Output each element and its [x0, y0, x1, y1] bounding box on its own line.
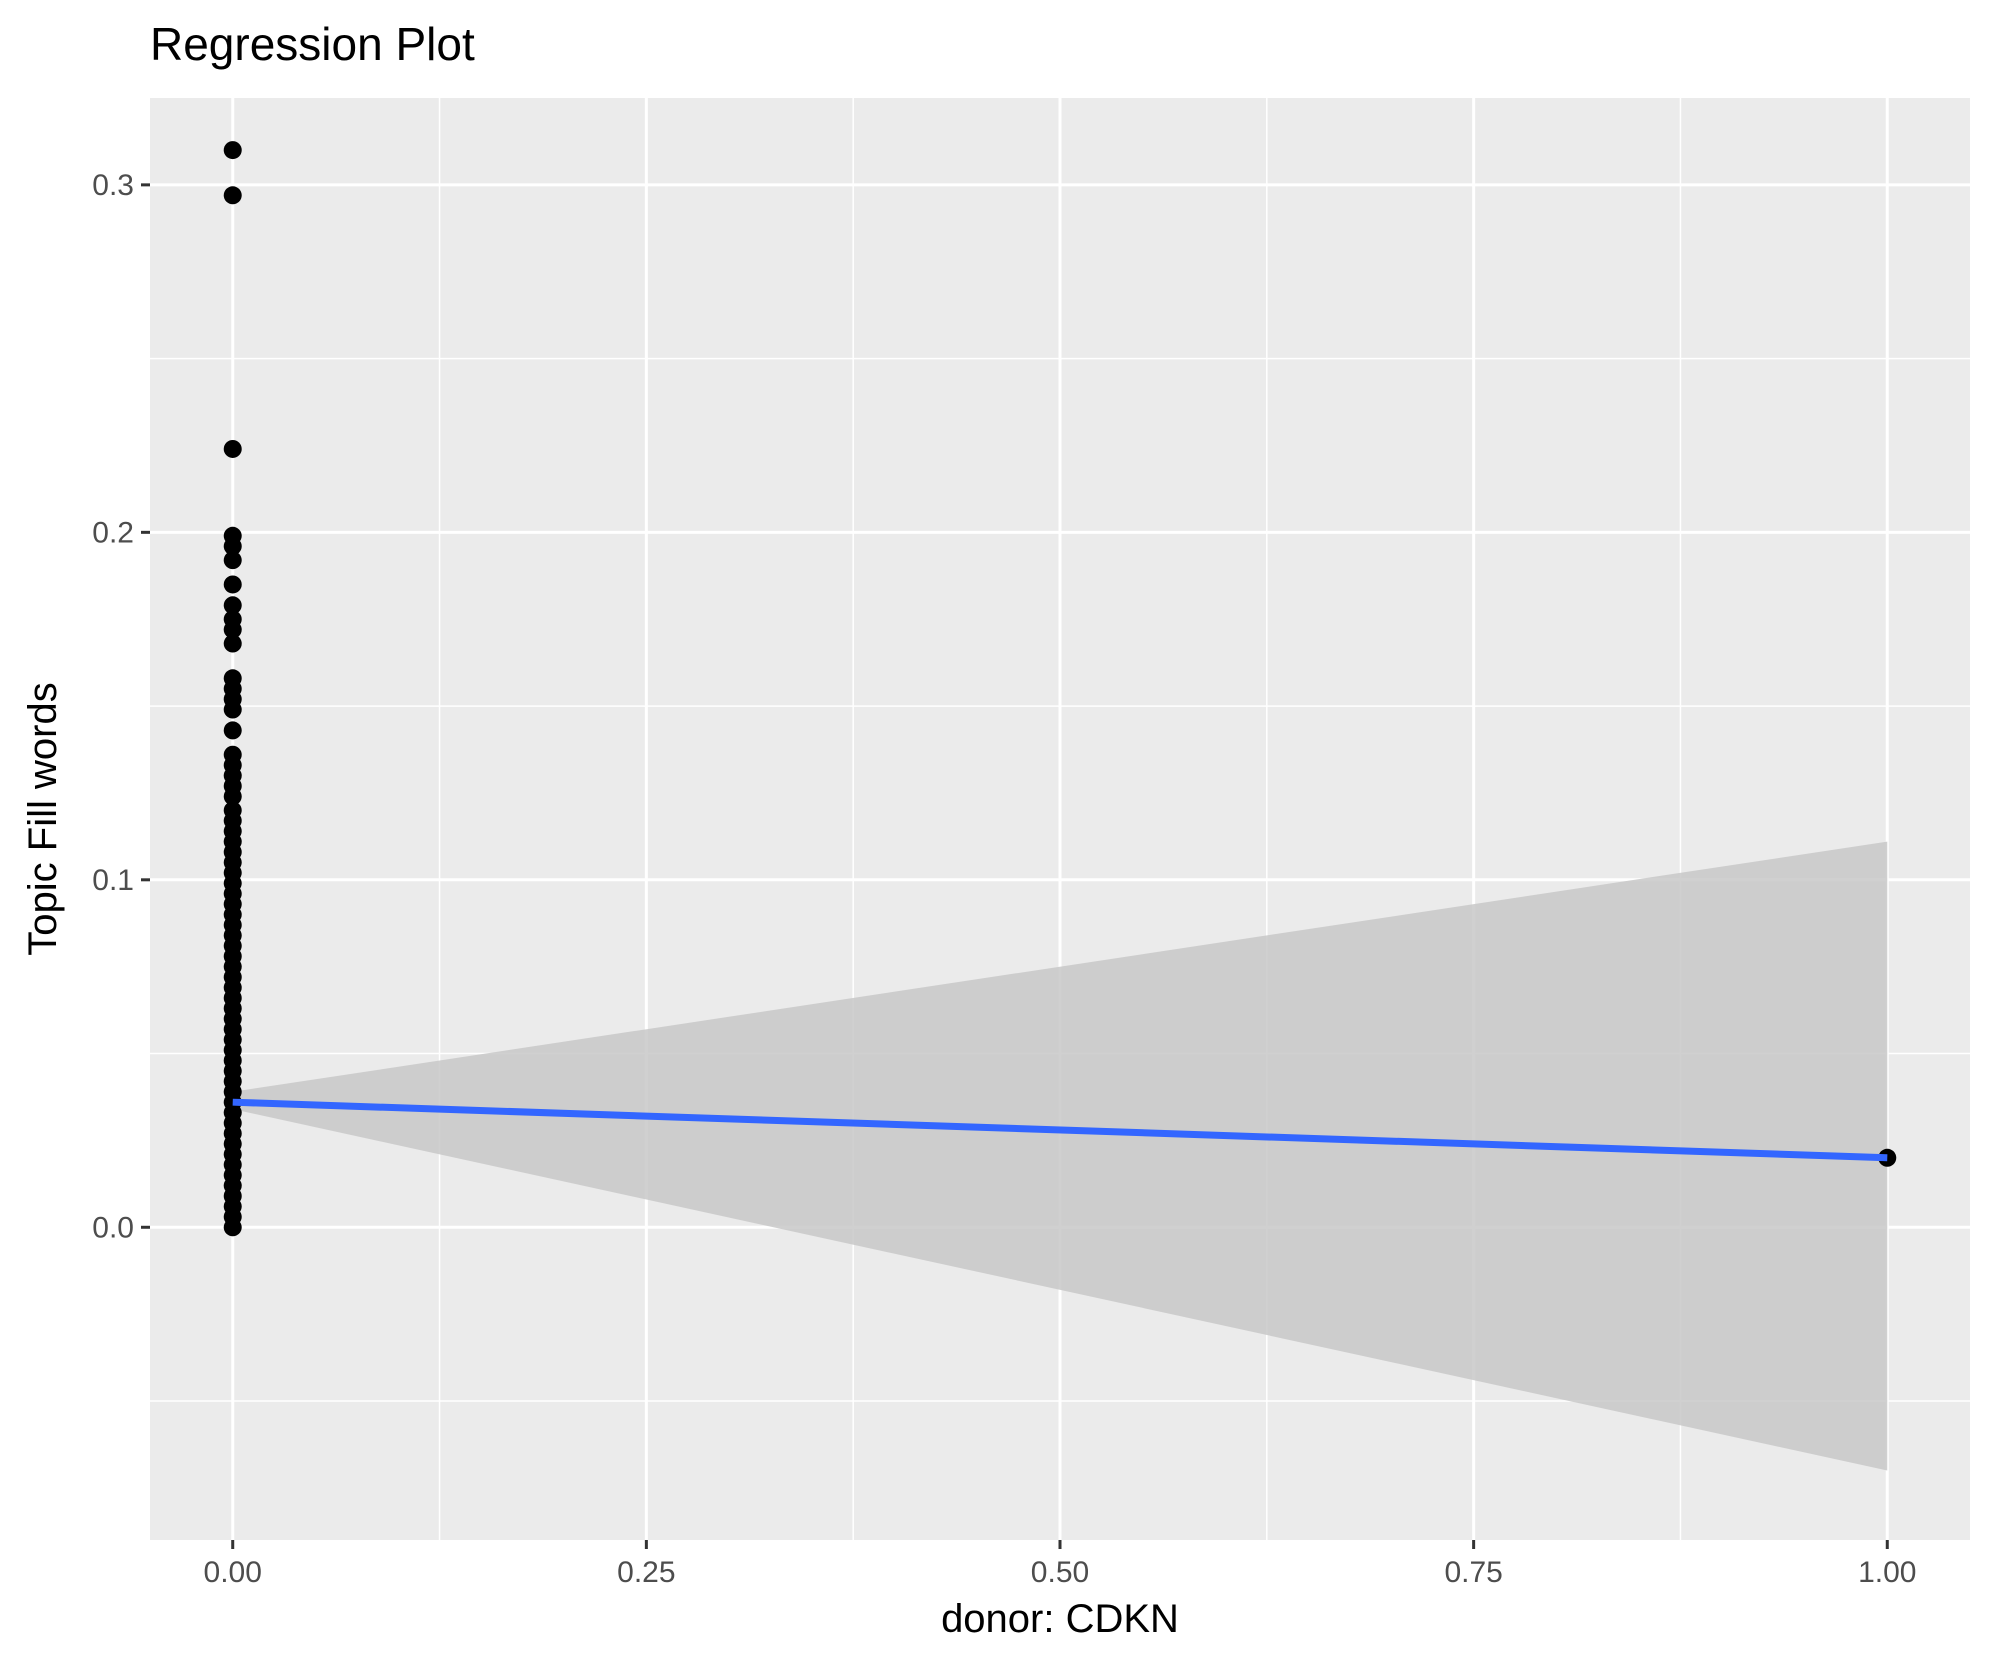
data-point: [223, 575, 242, 594]
data-point: [223, 141, 242, 160]
x-tick-label: 0.25: [617, 1556, 675, 1589]
y-tick-label: 0.1: [92, 864, 134, 897]
data-point: [223, 787, 242, 806]
y-tick-label: 0.3: [92, 169, 134, 202]
y-axis-title: Topic Fill words: [21, 682, 65, 955]
x-axis: 0.00 0.25 0.50 0.75 1.00: [204, 1540, 1916, 1589]
data-point: [223, 634, 242, 653]
data-point: [223, 721, 242, 740]
data-point: [223, 551, 242, 570]
y-tick-label: 0.0: [92, 1211, 134, 1244]
data-point: [223, 537, 242, 556]
x-tick-label: 1.00: [1858, 1556, 1916, 1589]
data-points: [223, 141, 1897, 1237]
data-point: [223, 1218, 242, 1237]
x-tick-label: 0.00: [204, 1556, 262, 1589]
y-axis: 0.0 0.1 0.2 0.3: [92, 169, 150, 1244]
chart-title: Regression Plot: [150, 18, 475, 70]
data-point: [223, 186, 242, 205]
x-tick-label: 0.50: [1031, 1556, 1089, 1589]
data-point: [223, 700, 242, 719]
x-tick-label: 0.75: [1444, 1556, 1502, 1589]
regression-line: [232, 1098, 1888, 1162]
data-point: [223, 596, 242, 615]
confidence-band: [232, 841, 1888, 1471]
x-axis-title: donor: CDKN: [941, 1597, 1179, 1641]
y-tick-label: 0.2: [92, 516, 134, 549]
data-point: [223, 620, 242, 639]
data-point: [223, 439, 242, 458]
